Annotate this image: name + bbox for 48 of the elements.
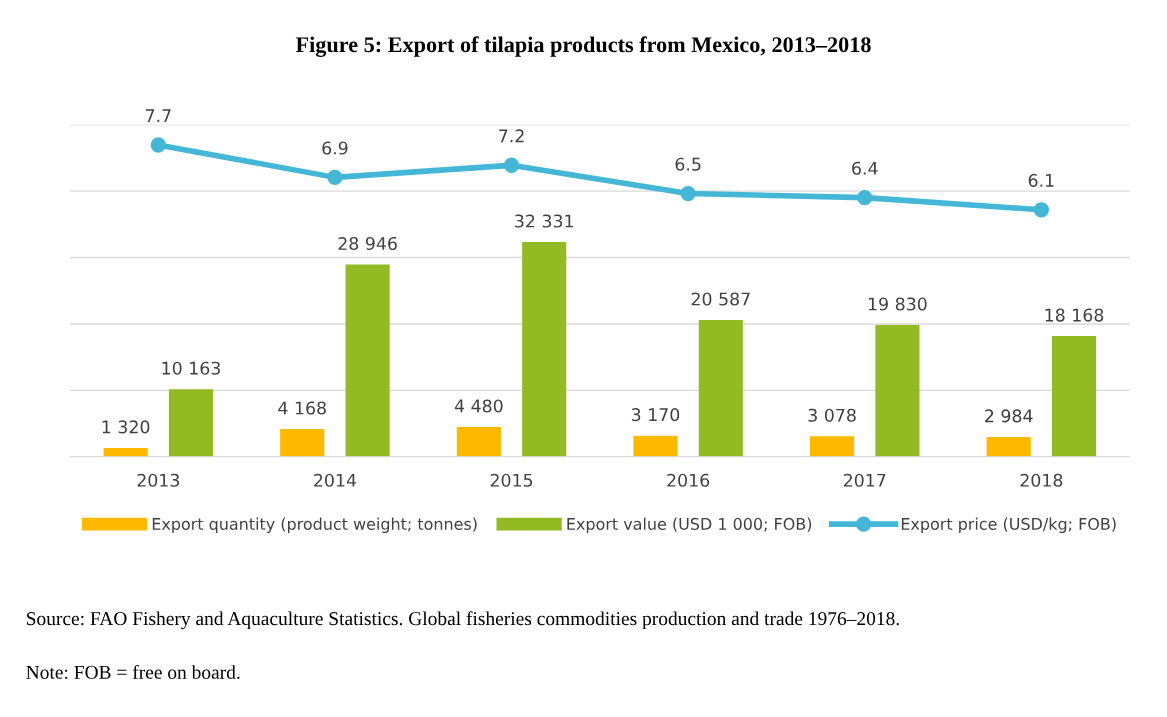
point <box>327 169 343 186</box>
bar <box>633 435 678 457</box>
data-label: 20 587 <box>691 292 750 306</box>
bar <box>810 436 855 457</box>
legend-label: Export quantity (product weight; tonnes) <box>152 517 477 534</box>
x-tick-label: 2013 <box>137 473 180 487</box>
data-label: 6.9 <box>322 141 348 155</box>
text: Note: FOB = free on board. <box>26 664 240 679</box>
bar <box>986 436 1031 457</box>
chart-title: Figure 5: Export of tilapia products from Mexico, 2013–2018 <box>295 36 871 57</box>
data-label: 1 320 <box>102 420 150 434</box>
data-label: 3 078 <box>808 408 856 422</box>
source-note: Source: FAO Fishery and Aquaculture Statistics. Global fisheries commodities production and trade 1976–2018. <box>26 611 899 630</box>
data-label: 4 480 <box>454 399 503 413</box>
data-label: 19 830 <box>868 297 927 311</box>
point <box>857 189 873 206</box>
data-label: 6.4 <box>852 161 878 175</box>
bar <box>1051 336 1097 457</box>
data-label: 7.7 <box>145 109 171 122</box>
bar <box>698 320 743 457</box>
legend-label: Export price (USD/kg; FOB) <box>901 517 1116 534</box>
data-label: 6.5 <box>675 157 701 171</box>
data-label: 6.1 <box>1028 173 1054 187</box>
data-label: 10 163 <box>162 361 220 375</box>
data-label: 18 168 <box>1045 308 1104 322</box>
bar <box>522 242 567 457</box>
point <box>503 157 520 173</box>
data-label: 4 168 <box>278 401 326 415</box>
point <box>150 137 166 153</box>
x-tick-label: 2016 <box>667 473 710 487</box>
point <box>1033 202 1049 218</box>
legend-label: Export value (USD 1 000; FOB) <box>567 517 812 534</box>
x-tick-label: 2015 <box>490 473 533 487</box>
bar <box>875 325 920 457</box>
point <box>680 185 696 202</box>
data-label: 7.2 <box>499 129 524 143</box>
x-tick-label: 2017 <box>843 473 886 487</box>
bar <box>168 389 214 457</box>
x-tick-label: 2014 <box>314 473 357 487</box>
bar <box>456 426 501 457</box>
x-tick-label: 2018 <box>1020 473 1063 487</box>
data-label: 28 946 <box>338 236 397 251</box>
bar <box>345 264 390 457</box>
data-label: 3 170 <box>631 408 680 422</box>
bar <box>280 429 325 457</box>
data-label: 32 331 <box>515 214 573 228</box>
data-label: 2 984 <box>985 409 1033 423</box>
bar <box>103 447 148 457</box>
